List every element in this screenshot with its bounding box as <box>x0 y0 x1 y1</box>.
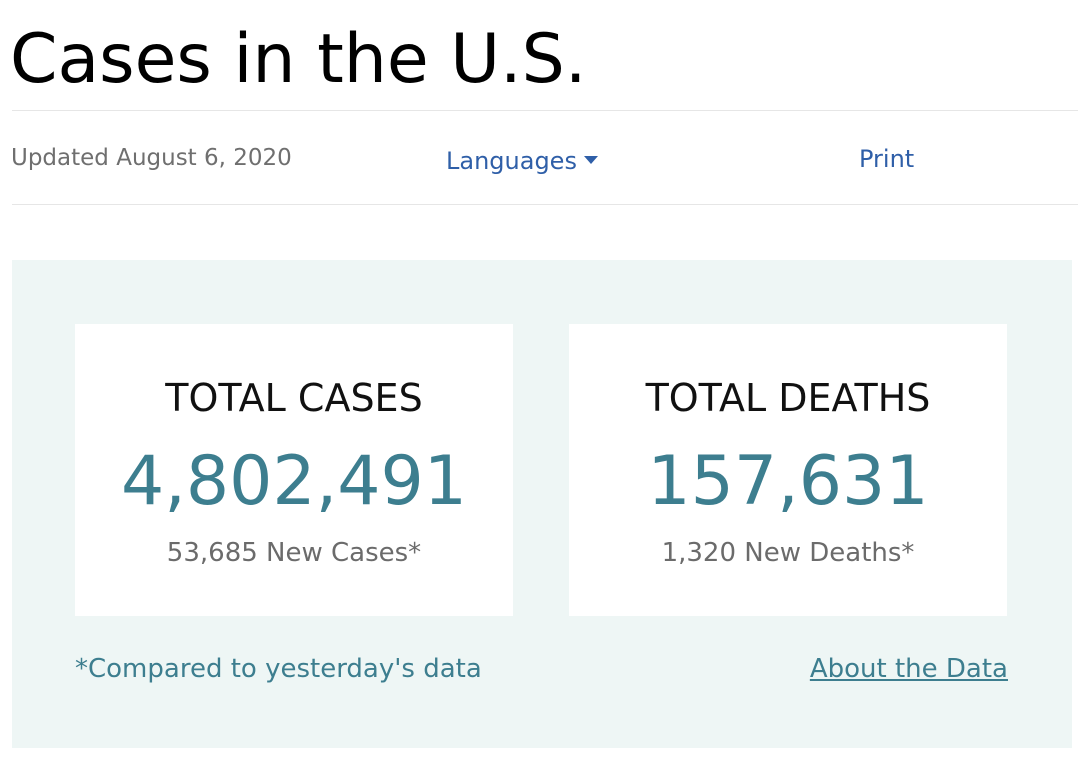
languages-label: Languages <box>446 147 577 175</box>
header-divider <box>12 110 1078 111</box>
chevron-down-icon <box>583 156 598 164</box>
summary-panel: TOTAL CASES 4,802,491 53,685 New Cases* … <box>12 260 1072 748</box>
languages-dropdown[interactable]: Languages <box>446 146 598 176</box>
total-deaths-title: TOTAL DEATHS <box>645 376 931 420</box>
toolbar-divider <box>12 204 1078 205</box>
total-cases-title: TOTAL CASES <box>165 376 423 420</box>
total-cases-card: TOTAL CASES 4,802,491 53,685 New Cases* <box>75 324 513 616</box>
updated-date: Updated August 6, 2020 <box>11 145 292 171</box>
total-cases-value: 4,802,491 <box>120 442 468 521</box>
new-cases-text: 53,685 New Cases* <box>166 538 422 568</box>
print-link[interactable]: Print <box>859 145 915 173</box>
new-deaths-text: 1,320 New Deaths* <box>661 538 915 568</box>
page-title: Cases in the U.S. <box>10 20 587 99</box>
total-deaths-value: 157,631 <box>647 442 929 521</box>
comparison-footnote: *Compared to yesterday's data <box>75 654 482 684</box>
about-the-data-link[interactable]: About the Data <box>809 654 1008 684</box>
total-deaths-card: TOTAL DEATHS 157,631 1,320 New Deaths* <box>569 324 1007 616</box>
